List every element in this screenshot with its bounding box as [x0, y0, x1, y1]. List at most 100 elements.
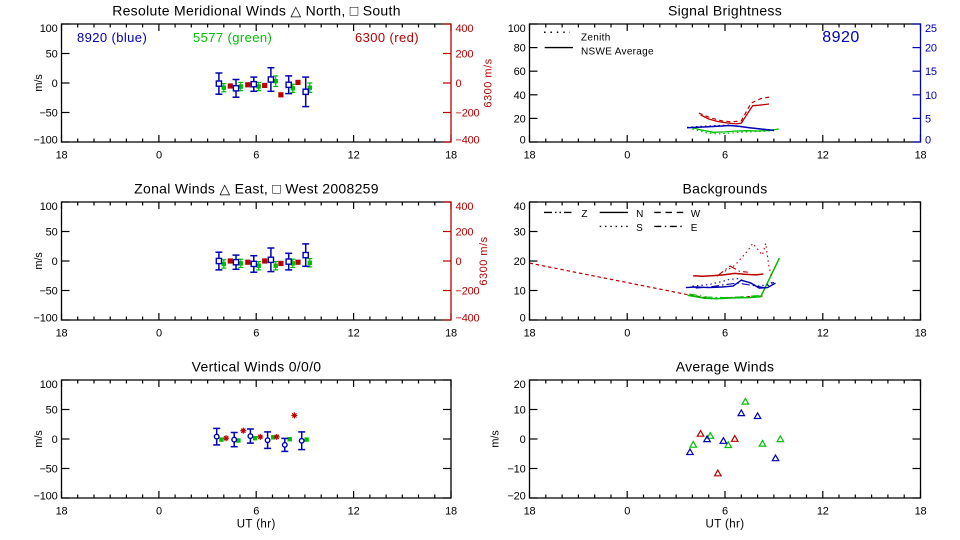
svg-text:0: 0: [624, 505, 630, 517]
svg-text:18: 18: [524, 505, 536, 517]
svg-text:20: 20: [514, 256, 526, 268]
svg-text:UT (hr): UT (hr): [705, 519, 744, 531]
svg-text:−100: −100: [34, 491, 58, 503]
svg-text:0: 0: [156, 505, 162, 517]
svg-text:0: 0: [925, 135, 931, 147]
svg-text:0: 0: [52, 434, 58, 446]
svg-text:400: 400: [456, 23, 474, 35]
svg-text:0: 0: [52, 256, 58, 268]
svg-text:6: 6: [722, 149, 728, 161]
svg-text:−200: −200: [456, 108, 480, 120]
svg-text:0: 0: [520, 135, 526, 147]
svg-text:Average Winds: Average Winds: [676, 359, 775, 375]
svg-text:−20: −20: [507, 491, 525, 503]
svg-text:60: 60: [514, 66, 526, 78]
svg-text:30: 30: [514, 227, 526, 239]
svg-text:Z: Z: [581, 209, 587, 220]
svg-text:−50: −50: [39, 286, 57, 298]
svg-text:12: 12: [348, 327, 360, 339]
svg-text:50: 50: [46, 49, 58, 61]
svg-text:6: 6: [722, 505, 728, 517]
svg-text:200: 200: [456, 227, 474, 239]
svg-text:Zonal Winds △ East, □ West 200: Zonal Winds △ East, □ West 2008259: [134, 181, 379, 197]
svg-text:N: N: [636, 209, 643, 220]
svg-text:25: 25: [925, 23, 937, 35]
svg-text:50: 50: [46, 405, 58, 417]
svg-text:0: 0: [520, 434, 526, 446]
svg-text:NSWE Average: NSWE Average: [581, 47, 654, 58]
svg-text:Backgrounds: Backgrounds: [682, 181, 767, 197]
svg-text:6300 (red): 6300 (red): [355, 30, 419, 45]
svg-text:−50: −50: [39, 108, 57, 120]
svg-text:Zenith: Zenith: [581, 32, 611, 43]
svg-text:−200: −200: [456, 286, 480, 298]
svg-text:18: 18: [445, 149, 457, 161]
svg-text:m/s: m/s: [490, 430, 502, 448]
svg-text:8920 (blue): 8920 (blue): [77, 30, 147, 45]
svg-text:100: 100: [40, 379, 58, 391]
svg-text:6: 6: [253, 505, 259, 517]
svg-text:12: 12: [348, 505, 360, 517]
svg-text:6: 6: [722, 327, 728, 339]
svg-text:0: 0: [456, 78, 462, 90]
svg-text:Vertical Winds 0/0/0: Vertical Winds 0/0/0: [192, 359, 322, 375]
svg-text:0: 0: [52, 78, 58, 90]
svg-text:400: 400: [456, 201, 474, 213]
svg-text:18: 18: [524, 149, 536, 161]
svg-text:12: 12: [817, 327, 829, 339]
svg-text:8920: 8920: [822, 29, 860, 46]
svg-text:20: 20: [925, 43, 937, 55]
svg-text:100: 100: [508, 23, 526, 35]
svg-text:18: 18: [445, 505, 457, 517]
svg-text:12: 12: [817, 149, 829, 161]
svg-text:W: W: [691, 209, 701, 220]
svg-text:−10: −10: [507, 464, 525, 476]
svg-text:0: 0: [456, 256, 462, 268]
svg-text:40: 40: [514, 201, 526, 213]
svg-text:100: 100: [40, 201, 58, 213]
svg-text:Signal Brightness: Signal Brightness: [668, 3, 782, 19]
svg-text:6300 m/s: 6300 m/s: [483, 58, 495, 107]
svg-text:0: 0: [156, 327, 162, 339]
svg-text:18: 18: [445, 327, 457, 339]
svg-text:UT (hr): UT (hr): [237, 519, 276, 531]
svg-text:m/s: m/s: [33, 430, 45, 448]
svg-text:40: 40: [514, 90, 526, 102]
svg-text:20: 20: [514, 379, 526, 391]
svg-text:m/s: m/s: [33, 74, 45, 92]
svg-text:0: 0: [624, 327, 630, 339]
svg-text:S: S: [636, 223, 643, 234]
svg-text:10: 10: [514, 405, 526, 417]
svg-text:18: 18: [56, 149, 68, 161]
svg-text:20: 20: [514, 113, 526, 125]
svg-text:100: 100: [40, 23, 58, 35]
svg-text:18: 18: [915, 505, 927, 517]
svg-text:−400: −400: [456, 313, 480, 325]
svg-text:200: 200: [456, 49, 474, 61]
svg-text:6: 6: [253, 149, 259, 161]
svg-text:18: 18: [56, 505, 68, 517]
svg-text:0: 0: [624, 149, 630, 161]
svg-text:18: 18: [56, 327, 68, 339]
svg-text:−400: −400: [456, 135, 480, 147]
svg-text:10: 10: [925, 90, 937, 102]
svg-text:18: 18: [915, 327, 927, 339]
svg-text:50: 50: [46, 227, 58, 239]
svg-text:80: 80: [514, 43, 526, 55]
svg-text:12: 12: [817, 505, 829, 517]
svg-text:5577 (green): 5577 (green): [193, 30, 272, 45]
svg-text:6300 m/s: 6300 m/s: [478, 236, 490, 285]
svg-text:6: 6: [253, 327, 259, 339]
svg-text:−100: −100: [34, 135, 58, 147]
svg-text:10: 10: [514, 286, 526, 298]
svg-text:Resolute Meridional Winds △ No: Resolute Meridional Winds △ North, □ Sou…: [112, 3, 401, 19]
svg-text:0: 0: [520, 313, 526, 325]
svg-text:18: 18: [524, 327, 536, 339]
svg-text:−50: −50: [39, 464, 57, 476]
svg-text:0: 0: [156, 149, 162, 161]
svg-text:m/s: m/s: [33, 252, 45, 270]
svg-text:E: E: [691, 223, 698, 234]
svg-text:5: 5: [925, 113, 931, 125]
svg-text:15: 15: [925, 66, 937, 78]
svg-text:−100: −100: [34, 313, 58, 325]
